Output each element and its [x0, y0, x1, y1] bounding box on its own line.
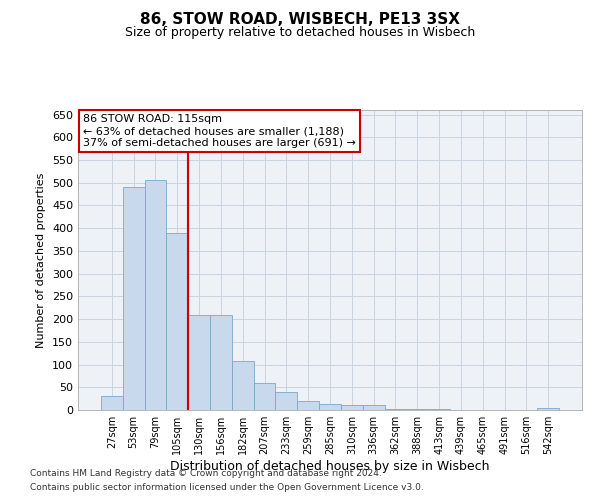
- Bar: [123, 188, 145, 410]
- Y-axis label: Number of detached properties: Number of detached properties: [37, 172, 46, 348]
- Bar: [232, 362, 254, 410]
- Text: Size of property relative to detached houses in Wisbech: Size of property relative to detached ho…: [125, 26, 475, 39]
- Bar: [188, 314, 210, 410]
- Bar: [341, 404, 363, 410]
- Bar: [254, 382, 275, 410]
- Text: 86 STOW ROAD: 115sqm
← 63% of detached houses are smaller (1,188)
37% of semi-de: 86 STOW ROAD: 115sqm ← 63% of detached h…: [83, 114, 356, 148]
- Bar: [166, 232, 188, 410]
- Bar: [297, 401, 319, 410]
- Text: Contains HM Land Registry data © Crown copyright and database right 2024.: Contains HM Land Registry data © Crown c…: [30, 468, 382, 477]
- Bar: [275, 392, 297, 410]
- Bar: [406, 409, 428, 410]
- Bar: [319, 404, 341, 410]
- Text: 86, STOW ROAD, WISBECH, PE13 3SX: 86, STOW ROAD, WISBECH, PE13 3SX: [140, 12, 460, 28]
- X-axis label: Distribution of detached houses by size in Wisbech: Distribution of detached houses by size …: [170, 460, 490, 473]
- Bar: [385, 409, 406, 410]
- Bar: [145, 180, 166, 410]
- Bar: [428, 409, 450, 410]
- Bar: [537, 408, 559, 410]
- Bar: [210, 314, 232, 410]
- Text: Contains public sector information licensed under the Open Government Licence v3: Contains public sector information licen…: [30, 484, 424, 492]
- Bar: [363, 406, 385, 410]
- Bar: [101, 396, 123, 410]
